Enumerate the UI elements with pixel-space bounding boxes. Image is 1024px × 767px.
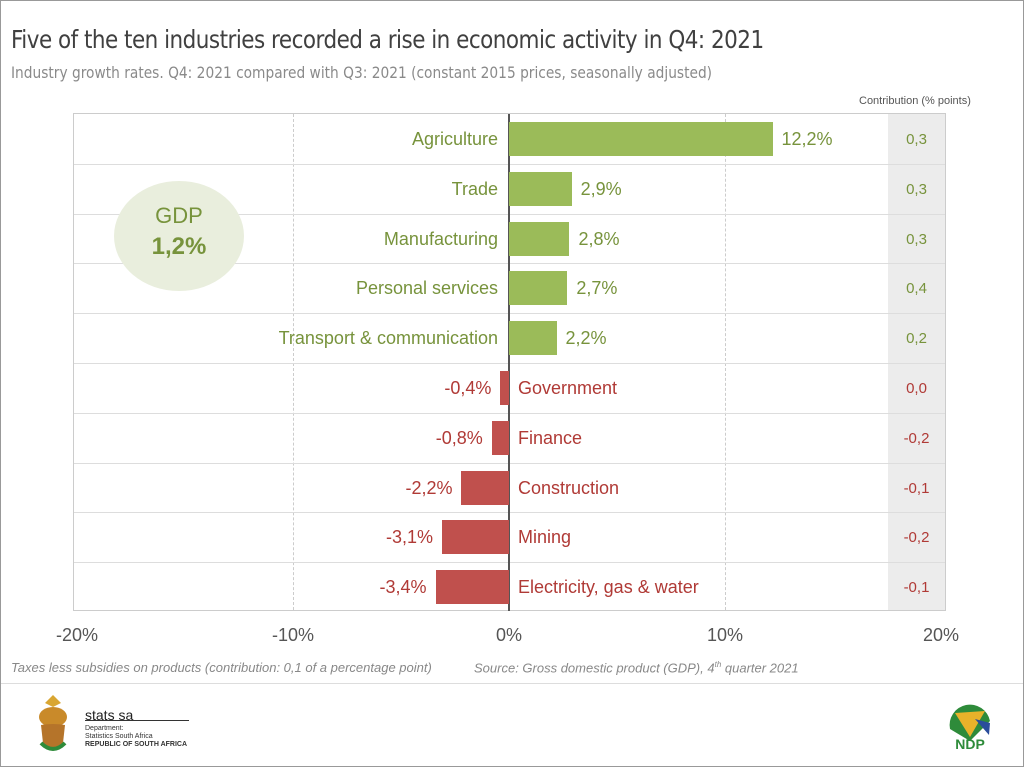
category-label: Construction <box>518 477 620 498</box>
chart-subtitle: Industry growth rates. Q4: 2021 compared… <box>11 63 713 82</box>
value-label: -2,2% <box>405 477 453 498</box>
category-label: Transport & communication <box>278 328 498 349</box>
source-sup: th <box>714 660 722 669</box>
bar <box>435 570 509 605</box>
category-label: Trade <box>451 178 498 199</box>
rsa-label: REPUBLIC OF SOUTH AFRICA <box>85 741 188 748</box>
category-label: Personal services <box>355 278 498 299</box>
bar <box>500 371 509 405</box>
contribution-header: Contribution (% points) <box>859 95 971 107</box>
value-label: 12,2% <box>781 129 833 149</box>
svg-text:NDP: NDP <box>955 736 985 751</box>
value-label: -0,4% <box>444 378 492 398</box>
value-label: 2,7% <box>576 278 618 299</box>
contribution-value: -0,2 <box>903 429 930 447</box>
contribution-value: 0,3 <box>906 131 927 148</box>
source: Source: Gross domestic product (GDP), 4t… <box>474 660 799 675</box>
x-tick-label: 10% <box>706 625 744 645</box>
x-tick-label: 0% <box>495 625 523 645</box>
category-label: Electricity, gas & water <box>518 577 699 598</box>
x-tick-label: 20% <box>922 625 960 645</box>
contribution-value: -0,2 <box>903 529 930 547</box>
bar <box>509 321 557 356</box>
footnote: Taxes less subsidies on products (contri… <box>11 660 432 675</box>
value-label: -0,8% <box>435 427 483 448</box>
x-tick-label: -20% <box>55 625 99 645</box>
category-label: Agriculture <box>411 129 498 149</box>
gridline <box>725 114 726 610</box>
contribution-value: -0,1 <box>903 579 930 597</box>
bar <box>461 470 509 505</box>
value-label: 2,9% <box>580 178 622 199</box>
category-label: Mining <box>518 527 572 548</box>
zero-axis <box>508 114 510 611</box>
source-text: Source: Gross domestic product (GDP), 4 <box>474 660 715 676</box>
category-label: Government <box>518 378 618 398</box>
value-label: -3,4% <box>379 577 427 598</box>
bar <box>509 221 570 256</box>
chart-title: Five of the ten industries recorded a ri… <box>11 25 764 54</box>
bar <box>442 520 509 555</box>
bar <box>509 122 773 156</box>
category-label: Finance <box>518 427 583 448</box>
contribution-value: 0,0 <box>906 380 927 397</box>
bar <box>509 171 572 206</box>
bar <box>491 420 509 455</box>
value-label: 2,8% <box>578 228 620 249</box>
gdp-label: GDP <box>155 203 203 228</box>
gdp-value: 1,2% <box>151 233 207 260</box>
contribution-value: 0,3 <box>906 180 927 198</box>
gdp-badge: GDP 1,2% <box>114 181 244 291</box>
coat-of-arms-logo <box>39 695 67 751</box>
dept-name: Statistics South Africa <box>85 733 153 740</box>
contribution-value: 0,3 <box>906 230 927 248</box>
source-suffix: quarter 2021 <box>721 660 799 676</box>
value-label: -3,1% <box>386 527 434 548</box>
gridline <box>293 114 294 610</box>
category-label: Manufacturing <box>383 228 498 249</box>
ndp-logo: NDP <box>949 704 990 751</box>
contribution-value: 0,4 <box>906 280 927 298</box>
statssa-wordmark: stats sa <box>85 707 134 723</box>
bar <box>509 271 568 306</box>
logo-divider <box>85 720 189 721</box>
dept-label: Department: <box>85 725 124 732</box>
contribution-column <box>888 114 945 610</box>
divider <box>1 683 1023 684</box>
contribution-value: -0,1 <box>903 479 930 497</box>
x-tick-label: -10% <box>271 625 315 645</box>
contribution-value: 0,2 <box>906 330 927 348</box>
value-label: 2,2% <box>565 328 607 349</box>
